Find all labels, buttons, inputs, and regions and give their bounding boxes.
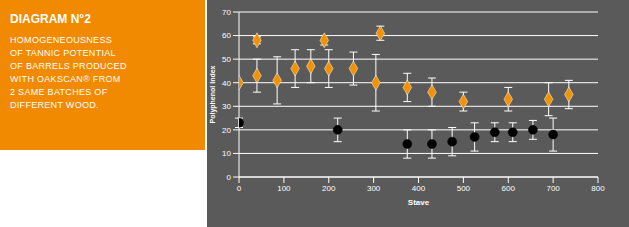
svg-text:40: 40: [222, 79, 231, 88]
html-text:DIAGRAM N°2: DIAGRAM N°2: [10, 12, 91, 26]
svg-text:700: 700: [546, 184, 560, 193]
svg-text:30: 30: [222, 102, 231, 111]
svg-text:Polyphenol Index: Polyphenol Index: [209, 65, 217, 123]
svg-text:70: 70: [222, 8, 231, 17]
svg-text:50: 50: [222, 55, 231, 64]
svg-text:0: 0: [227, 173, 232, 182]
html-text:OF BARRELS PRODUCED: OF BARRELS PRODUCED: [10, 61, 127, 71]
svg-text:60: 60: [222, 31, 231, 40]
svg-text:0: 0: [237, 184, 242, 193]
svg-text:10: 10: [222, 149, 231, 158]
svg-text:800: 800: [591, 184, 605, 193]
svg-text:400: 400: [412, 184, 426, 193]
svg-text:20: 20: [222, 126, 231, 135]
svg-text:Stave: Stave: [408, 198, 430, 207]
html-text:OF TANNIC POTENTIAL: OF TANNIC POTENTIAL: [10, 48, 116, 58]
svg-text:200: 200: [322, 184, 336, 193]
html-text:HOMOGENEOUSNESS: HOMOGENEOUSNESS: [10, 35, 112, 45]
svg-text:500: 500: [457, 184, 471, 193]
svg-text:600: 600: [502, 184, 516, 193]
html-text:2 SAME BATCHES OF: 2 SAME BATCHES OF: [10, 87, 108, 97]
svg-text:300: 300: [367, 184, 381, 193]
svg-text:100: 100: [277, 184, 291, 193]
html-text:WITH OAKSCAN® FROM: WITH OAKSCAN® FROM: [10, 74, 121, 84]
html-text:DIFFERENT WOOD.: DIFFERENT WOOD.: [10, 100, 99, 110]
